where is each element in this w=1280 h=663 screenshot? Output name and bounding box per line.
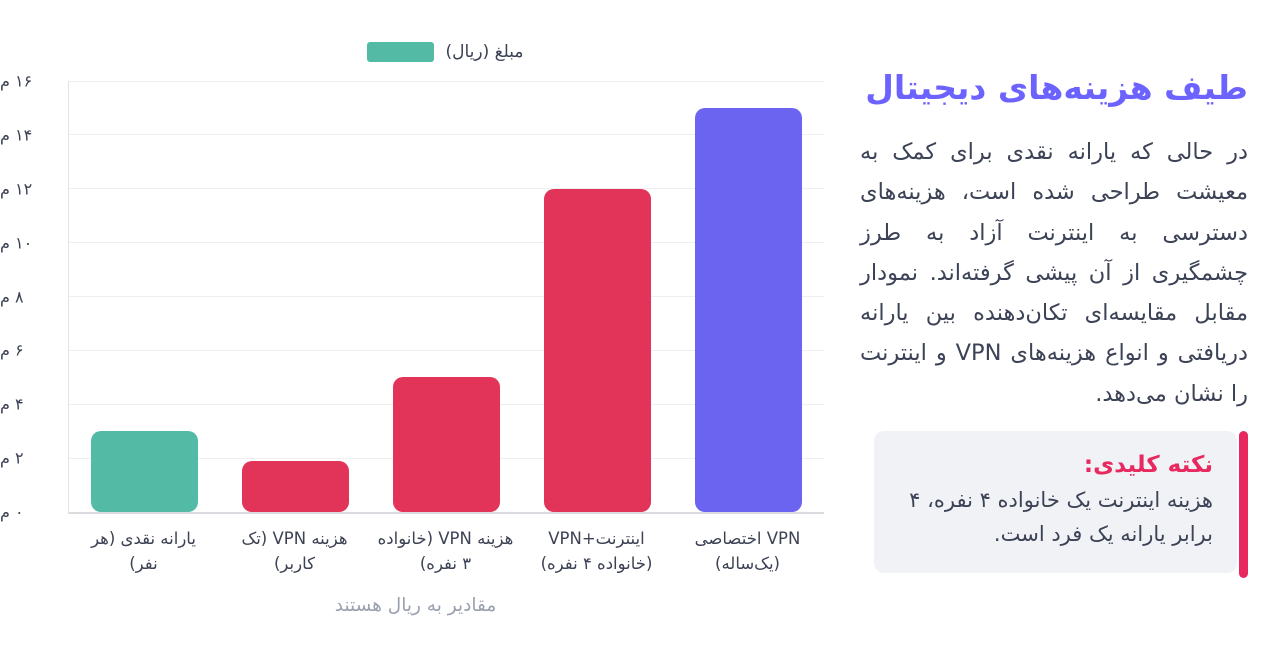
note-inner: نکته کلیدی: هزینه اینترنت یک خانواده ۴ ن…: [874, 431, 1237, 574]
note-body: هزینه اینترنت یک خانواده ۴ نفره، ۴ برابر…: [909, 488, 1213, 547]
plot-area: [68, 80, 824, 514]
info-panel: طیف هزینه‌های دیجیتال در حالی که یارانه …: [860, 0, 1248, 579]
cost-bar-chart: مبلغ (ریال) ۰ م ۲ م ۴ م ۶ م ۸ م ۱۰ م ۱۲ م ۱۴ م ۱…: [0, 42, 824, 616]
y-tick-label: ۶ م: [0, 340, 24, 360]
note-accent-bar: [1239, 431, 1248, 579]
panel-title: طیف هزینه‌های دیجیتال: [865, 68, 1248, 107]
x-tick-label: اینترنت+VPN (خانواده ۴ نفره): [540, 529, 653, 573]
y-tick-label: ۱۲ م: [0, 179, 33, 199]
legend-swatch: [367, 42, 435, 62]
bar-0: [91, 431, 198, 512]
x-axis-title: مقادیر به ریال هستند: [334, 595, 497, 616]
x-tick-label: هزینه VPN (خانواده ۳ نفره): [377, 529, 514, 573]
chart-legend: مبلغ (ریال): [68, 42, 823, 62]
gridline: [69, 188, 824, 190]
gridline: [69, 80, 824, 82]
y-tick-label: ۸ م: [0, 287, 24, 306]
gridline: [69, 296, 824, 297]
key-note-box: نکته کلیدی: هزینه اینترنت یک خانواده ۴ ن…: [860, 431, 1248, 579]
x-tick-label: VPN اختصاصی (یک‌ساله): [694, 529, 801, 573]
note-title: نکته کلیدی:: [1083, 452, 1213, 479]
x-tick-label: هزینه VPN (تک کاربر): [241, 529, 348, 573]
legend-label: مبلغ (ریال): [445, 42, 524, 62]
y-tick-label: ۱۴ م: [0, 125, 33, 145]
y-tick-label: ۱۶ م: [0, 71, 33, 91]
y-tick-label: ۱۰ م: [0, 233, 33, 253]
gridline: [69, 349, 824, 351]
bar-2: [393, 377, 500, 512]
x-tick-label: یارانه نقدی (هر نفر): [91, 529, 196, 573]
bar-4: [695, 107, 802, 512]
gridline: [69, 242, 824, 244]
bar-3: [544, 188, 651, 512]
y-tick-label: ۲ م: [0, 448, 24, 468]
y-tick-label: ۰ م: [0, 502, 24, 522]
panel-paragraph: در حالی که یارانه نقدی برای کمک به معیشت…: [860, 139, 1248, 407]
y-tick-label: ۴ م: [0, 394, 24, 414]
bar-1: [242, 460, 349, 512]
gridline: [69, 134, 824, 136]
